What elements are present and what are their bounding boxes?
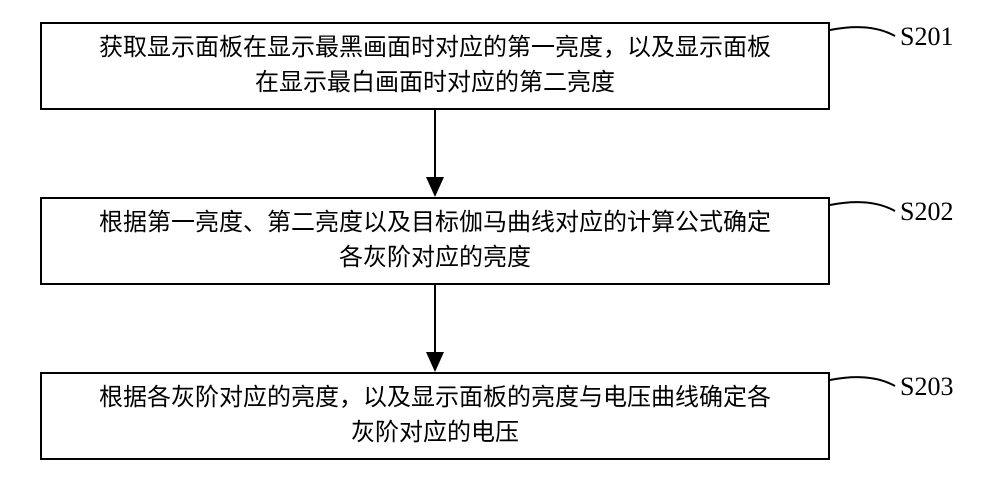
flow-arrows	[0, 0, 1000, 504]
flowchart-canvas: 获取显示面板在显示最黑画面时对应的第一亮度，以及显示面板 在显示最白画面时对应的…	[0, 0, 1000, 504]
